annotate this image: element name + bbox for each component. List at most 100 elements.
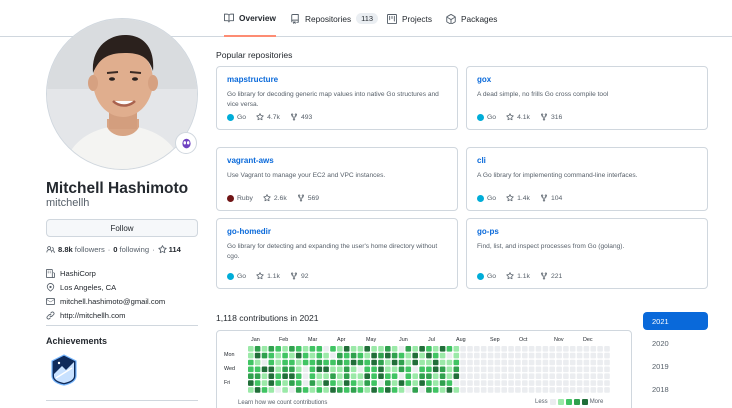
contribution-day[interactable] [289,346,295,352]
tab-packages[interactable]: Packages [446,0,497,37]
contribution-day[interactable] [398,359,405,366]
contribution-day[interactable] [261,380,268,386]
contribution-day[interactable] [343,366,350,373]
contribution-day[interactable] [480,366,487,373]
contribution-day[interactable] [398,373,405,379]
contribution-day[interactable] [337,373,343,379]
contribution-day[interactable] [446,359,453,366]
contribution-day[interactable] [446,380,453,386]
contribution-day[interactable] [391,380,398,386]
contribution-day[interactable] [590,387,597,393]
contribution-day[interactable] [364,366,370,373]
contribution-day[interactable] [590,373,597,379]
contribution-day[interactable] [254,380,261,386]
contribution-day[interactable] [309,380,316,386]
tab-overview[interactable]: Overview [224,0,276,37]
contribution-day[interactable] [343,346,350,352]
contribution-day[interactable] [412,352,418,359]
contribution-day[interactable] [528,373,535,379]
contribution-day[interactable] [261,359,268,366]
contribution-day[interactable] [261,352,268,359]
contribution-day[interactable] [371,373,377,379]
contribution-day[interactable] [487,359,494,366]
contribution-day[interactable] [316,359,323,366]
contribution-day[interactable] [501,359,507,366]
contribution-day[interactable] [604,352,610,359]
contribution-day[interactable] [289,366,295,373]
contribution-day[interactable] [254,352,261,359]
contribution-day[interactable] [474,366,480,373]
contribution-day[interactable] [480,380,487,386]
contribution-day[interactable] [487,346,494,352]
contribution-day[interactable] [569,346,576,352]
year-2018[interactable]: 2018 [652,384,669,394]
contribution-day[interactable] [261,373,268,379]
contribution-day[interactable] [364,380,370,386]
contribution-day[interactable] [460,380,466,386]
contribution-day[interactable] [371,352,377,359]
repo-forks-link[interactable]: 221 [540,272,562,280]
contribution-day[interactable] [590,346,597,352]
repo-stars-link[interactable]: 4.1k [506,113,530,121]
contribution-day[interactable] [467,346,473,352]
contribution-day[interactable] [302,373,309,379]
contribution-day[interactable] [453,366,460,373]
contribution-day[interactable] [330,352,336,359]
contribution-day[interactable] [556,366,562,373]
contribution-day[interactable] [494,366,501,373]
repo-name-link[interactable]: go-ps [477,227,499,236]
contribution-day[interactable] [528,359,535,366]
contribution-day[interactable] [480,352,487,359]
contribution-day[interactable] [378,387,384,393]
contribution-day[interactable] [426,359,432,366]
contribution-day[interactable] [515,352,521,359]
contribution-day[interactable] [446,346,453,352]
contribution-day[interactable] [460,346,466,352]
contribution-day[interactable] [556,359,562,366]
contribution-day[interactable] [316,352,323,359]
contribution-day[interactable] [426,352,432,359]
contribution-day[interactable] [515,366,521,373]
achievement-badge[interactable] [50,354,78,386]
contribution-day[interactable] [385,366,391,373]
contribution-day[interactable] [563,380,569,386]
contribution-day[interactable] [337,359,343,366]
contribution-day[interactable] [590,366,597,373]
repo-name-link[interactable]: cli [477,156,486,165]
contribution-day[interactable] [487,380,494,386]
contribution-day[interactable] [295,373,302,379]
contribution-day[interactable] [522,346,528,352]
contribution-day[interactable] [350,346,357,352]
contribution-day[interactable] [487,387,494,393]
contribution-day[interactable] [371,387,377,393]
contribution-day[interactable] [474,373,480,379]
contribution-day[interactable] [535,380,542,386]
contribution-day[interactable] [248,366,254,373]
contribution-day[interactable] [604,373,610,379]
contribution-day[interactable] [330,380,336,386]
contribution-day[interactable] [323,380,329,386]
contribution-day[interactable] [261,387,268,393]
contribution-day[interactable] [487,352,494,359]
contribution-day[interactable] [268,359,275,366]
contribution-day[interactable] [535,359,542,366]
contribution-day[interactable] [501,380,507,386]
contribution-day[interactable] [597,346,603,352]
contribution-day[interactable] [426,366,432,373]
contribution-day[interactable] [412,373,418,379]
contribution-day[interactable] [439,366,446,373]
contribution-day[interactable] [494,380,501,386]
contribution-day[interactable] [515,359,521,366]
contribution-day[interactable] [330,359,336,366]
contribution-day[interactable] [453,346,460,352]
repo-name-link[interactable]: vagrant-aws [227,156,274,165]
contribution-day[interactable] [549,359,555,366]
stars-link[interactable]: 114 [157,245,181,254]
contribution-day[interactable] [412,387,418,393]
tab-repositories[interactable]: Repositories 113 [290,0,379,37]
contribution-day[interactable] [549,373,555,379]
contribution-day[interactable] [371,346,377,352]
contribution-day[interactable] [535,387,542,393]
contribution-day[interactable] [569,387,576,393]
contribution-day[interactable] [282,380,288,386]
